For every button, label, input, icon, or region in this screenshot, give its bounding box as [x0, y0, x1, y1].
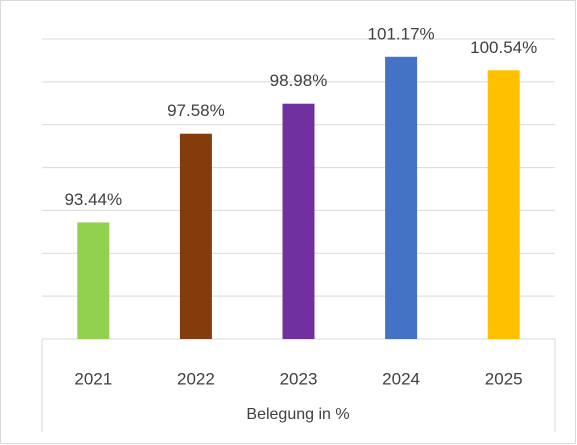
data-label: 93.44%	[64, 190, 122, 209]
x-tick-label: 2023	[280, 369, 318, 388]
bar	[77, 222, 110, 339]
bar	[282, 103, 315, 339]
data-label: 98.98%	[270, 71, 328, 90]
bar	[385, 56, 418, 340]
bar	[487, 70, 520, 340]
data-label: 97.58%	[167, 101, 225, 120]
bar	[179, 133, 212, 339]
data-label: 100.54%	[470, 38, 537, 57]
data-label: 101.17%	[368, 24, 435, 43]
x-tick-label: 2025	[485, 369, 523, 388]
x-tick-label: 2024	[382, 369, 420, 388]
x-axis-title: Belegung in %	[246, 406, 349, 423]
x-tick-label: 2022	[177, 369, 215, 388]
x-tick-label: 2021	[74, 369, 112, 388]
